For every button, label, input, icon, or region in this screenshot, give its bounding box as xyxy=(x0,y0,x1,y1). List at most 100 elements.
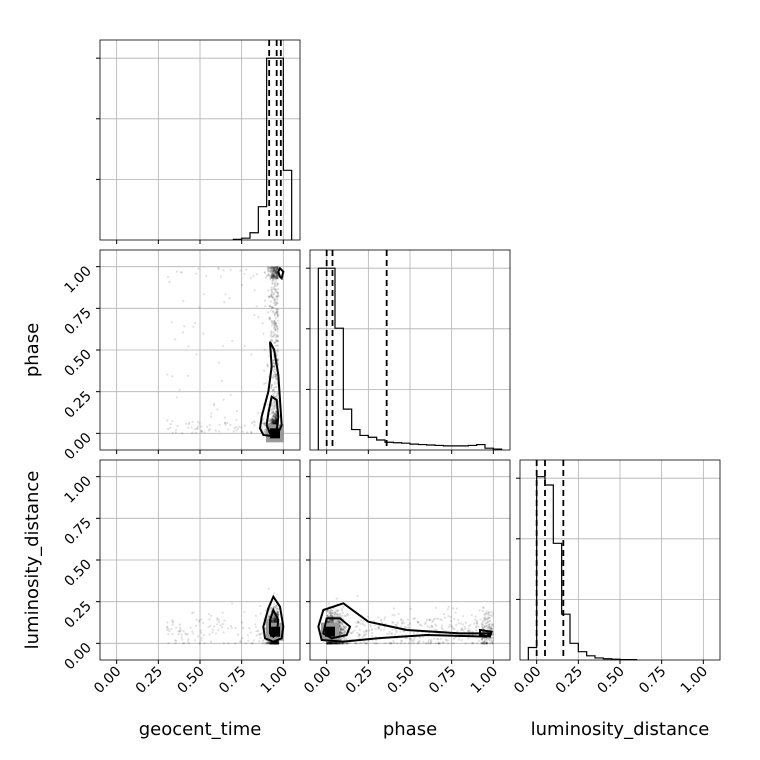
scatter-point xyxy=(274,272,277,275)
scatter-point xyxy=(272,592,276,595)
scatter-point xyxy=(217,267,220,271)
scatter-point xyxy=(394,633,397,636)
scatter-point xyxy=(341,611,345,615)
scatter-point xyxy=(272,271,275,274)
y-tick-label: 1.00 xyxy=(61,263,94,296)
scatter-point xyxy=(272,293,275,296)
scatter-point xyxy=(273,319,277,322)
scatter-point xyxy=(274,266,277,269)
scatter-point xyxy=(275,276,279,280)
scatter-point xyxy=(272,642,275,645)
scatter-point xyxy=(272,268,275,271)
scatter-point xyxy=(272,415,275,418)
scatter-point xyxy=(271,421,274,425)
scatter-point xyxy=(480,638,484,641)
scatter-point xyxy=(252,420,255,423)
scatter-point xyxy=(434,623,437,626)
scatter-point xyxy=(166,419,169,422)
scatter-point xyxy=(271,274,274,278)
scatter-point xyxy=(363,630,366,634)
scatter-point xyxy=(492,636,495,639)
scatter-point xyxy=(272,365,275,368)
scatter-point xyxy=(430,625,433,628)
scatter-point xyxy=(274,413,278,416)
scatter-point xyxy=(270,642,274,645)
scatter-point xyxy=(272,421,275,425)
scatter-point xyxy=(166,628,169,632)
scatter-point xyxy=(275,276,278,279)
scatter-point xyxy=(270,607,273,610)
scatter-point xyxy=(273,362,276,365)
scatter-point xyxy=(418,623,422,626)
scatter-point xyxy=(365,629,368,632)
scatter-point xyxy=(274,642,277,645)
scatter-point xyxy=(222,398,225,401)
scatter-point xyxy=(272,420,275,423)
scatter-point xyxy=(272,269,275,273)
scatter-point xyxy=(277,613,280,616)
scatter-point xyxy=(273,419,276,422)
scatter-point xyxy=(270,271,273,274)
scatter-point xyxy=(255,305,258,308)
scatter-point xyxy=(276,266,279,269)
scatter-point xyxy=(274,411,277,414)
scatter-point xyxy=(363,633,366,636)
scatter-point xyxy=(276,274,279,277)
scatter-point xyxy=(275,294,278,298)
scatter-point xyxy=(486,612,490,615)
scatter-point xyxy=(269,642,272,645)
scatter-point xyxy=(452,638,455,641)
scatter-point xyxy=(273,642,276,645)
scatter-point xyxy=(466,629,470,633)
scatter-point xyxy=(263,423,266,427)
scatter-point xyxy=(272,373,276,376)
scatter-point xyxy=(262,422,265,425)
scatter-point xyxy=(271,412,274,415)
scatter-point xyxy=(271,619,274,623)
scatter-point xyxy=(272,619,276,622)
scatter-point xyxy=(452,607,455,610)
scatter-point xyxy=(166,626,169,629)
scatter-point xyxy=(270,266,273,269)
scatter-point xyxy=(491,633,494,636)
scatter-point xyxy=(273,602,276,606)
scatter-point xyxy=(272,419,275,422)
scatter-point xyxy=(273,413,276,416)
scatter-point xyxy=(271,295,274,298)
scatter-point xyxy=(272,408,275,411)
scatter-point xyxy=(274,270,278,273)
scatter-point xyxy=(275,300,278,303)
scatter-point xyxy=(274,373,277,376)
scatter-point xyxy=(335,619,338,622)
scatter-point xyxy=(343,614,346,617)
scatter-point xyxy=(261,322,264,325)
scatter-point xyxy=(271,642,275,645)
scatter-point xyxy=(266,267,269,270)
scatter-point xyxy=(273,422,276,425)
scatter-point xyxy=(276,642,279,645)
scatter-point xyxy=(276,267,279,270)
scatter-point xyxy=(436,617,439,620)
scatter-point xyxy=(276,265,279,268)
scatter-point xyxy=(269,266,272,269)
scatter-point xyxy=(276,311,279,314)
scatter-point xyxy=(461,615,465,618)
scatter-point xyxy=(207,612,211,616)
scatter-point xyxy=(272,274,275,277)
scatter-point xyxy=(221,611,224,614)
scatter-point xyxy=(270,273,273,276)
scatter-point xyxy=(272,419,275,422)
scatter-point xyxy=(277,308,280,311)
scatter-point xyxy=(275,321,278,324)
scatter-point xyxy=(274,418,278,421)
scatter-point xyxy=(467,637,470,640)
scatter-point xyxy=(269,420,273,423)
scatter-point xyxy=(273,401,277,405)
scatter-point xyxy=(273,376,276,379)
scatter-point xyxy=(273,365,276,368)
x-tick-label: 0.00 xyxy=(301,664,334,697)
scatter-point xyxy=(489,642,492,645)
scatter-point xyxy=(271,421,274,424)
scatter-point xyxy=(277,348,280,351)
scatter-point xyxy=(275,339,278,342)
